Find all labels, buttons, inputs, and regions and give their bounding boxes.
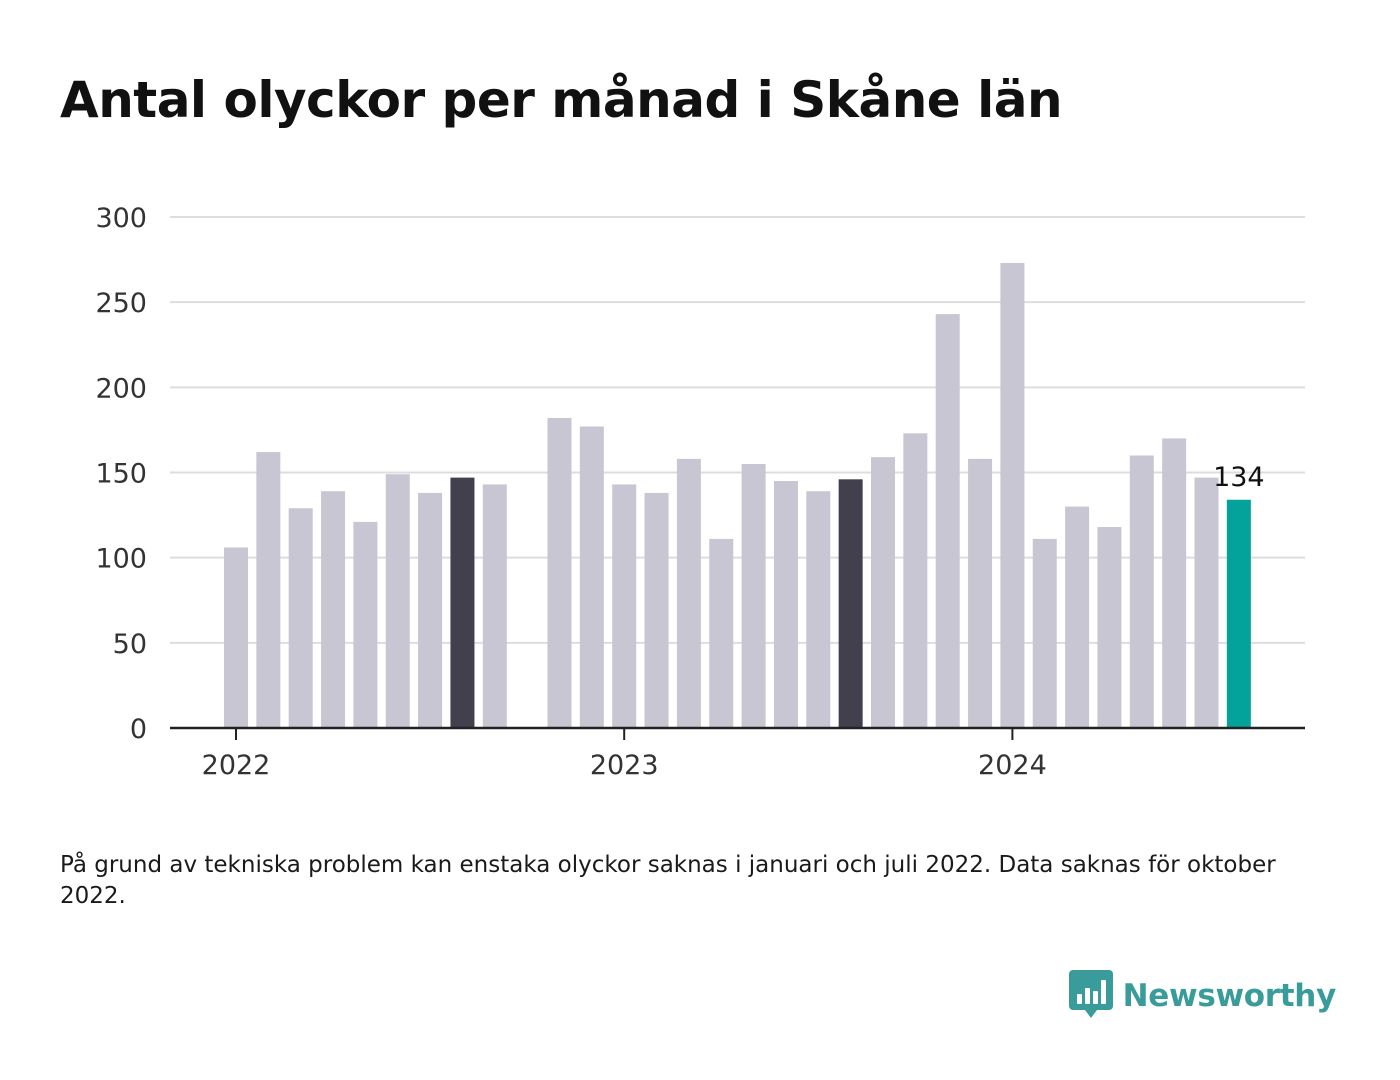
- bar-2023-06: [773, 481, 798, 728]
- bar-2022-11: [547, 417, 572, 728]
- bar-chart: 0 50 100 150 200 250 300 2022 2023 2024 134: [95, 203, 1305, 781]
- bar-2022-09: [482, 484, 507, 728]
- bar-2022-01: [224, 547, 248, 728]
- y-tick-label: 100: [95, 544, 147, 575]
- bar-2023-01: [612, 484, 637, 728]
- x-tick-label: 2022: [202, 750, 271, 781]
- labels: 0 50 100 150 200 250 300 2022 2023 2024 134: [95, 203, 1264, 781]
- bar-2023-10: [903, 433, 928, 728]
- bar-2023-09: [871, 457, 895, 728]
- bar-2022-07: [418, 492, 443, 728]
- bar-2022-12: [579, 426, 604, 728]
- bar-2024-05: [1129, 455, 1154, 728]
- bar-2023-07: [806, 491, 831, 728]
- chart-title: Antal olyckor per månad i Skåne län: [60, 71, 1063, 129]
- bar-2022-03: [288, 508, 313, 728]
- bar-2023-03: [676, 458, 701, 728]
- bar-2023-05: [741, 463, 766, 728]
- x-tick-label: 2023: [590, 750, 659, 781]
- footnote: På grund av tekniska problem kan enstaka…: [60, 852, 1276, 909]
- bar-2023-02: [644, 492, 669, 728]
- y-tick-label: 200: [95, 373, 147, 404]
- bar-2022-08: [450, 477, 475, 728]
- y-tick-label: 50: [113, 629, 147, 660]
- bar-2024-08: [1226, 499, 1251, 728]
- x-axis: [170, 726, 1305, 740]
- bar-2024-07: [1194, 477, 1219, 728]
- bar-2024-02: [1032, 538, 1057, 728]
- bar-2024-04: [1097, 527, 1122, 728]
- y-tick-label: 250: [95, 288, 147, 319]
- brand-logo[interactable]: Newsworthy: [1068, 968, 1337, 1024]
- y-tick-label: 0: [130, 714, 147, 745]
- bar-2022-05: [353, 521, 378, 728]
- bar-2023-12: [968, 458, 993, 728]
- bar-2023-04: [709, 538, 734, 728]
- bar-2022-06: [385, 474, 410, 728]
- bars: [224, 262, 1251, 728]
- y-tick-label: 150: [95, 459, 147, 490]
- y-tick-label: 300: [95, 203, 147, 234]
- bar-2023-11: [935, 314, 960, 728]
- newsworthy-logo-icon: [1068, 970, 1113, 1018]
- bar-2022-04: [321, 491, 346, 728]
- bar-2024-01: [1000, 262, 1025, 728]
- brand-name: Newsworthy: [1122, 978, 1337, 1014]
- bar-2022-02: [256, 452, 281, 728]
- data-label: 134: [1213, 462, 1265, 493]
- bar-2023-08: [838, 479, 863, 728]
- bar-2024-03: [1065, 506, 1090, 728]
- bar-2024-06: [1162, 438, 1187, 728]
- x-tick-label: 2024: [978, 750, 1047, 781]
